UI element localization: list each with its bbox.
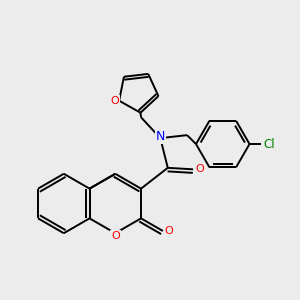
Text: O: O [164,226,173,236]
Text: O: O [111,231,120,241]
Text: Cl: Cl [263,138,275,151]
Text: O: O [195,164,204,174]
Text: O: O [110,96,119,106]
Text: N: N [156,130,165,143]
